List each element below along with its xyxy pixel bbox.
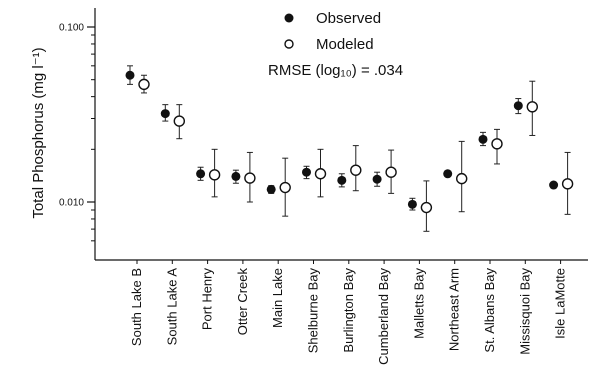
error-bars <box>127 65 571 232</box>
axes <box>94 8 588 261</box>
modeled-point <box>456 172 468 185</box>
modeled-point <box>526 101 538 113</box>
modeled-point <box>244 172 256 184</box>
y-axis-label: Total Phosphorus (mg l⁻¹) <box>30 47 47 218</box>
modeled-point <box>350 164 362 176</box>
modeled-point <box>314 168 327 180</box>
modeled-point <box>420 201 433 214</box>
legend-modeled-label: Modeled <box>316 36 374 53</box>
x-tick-label: Isle LaMotte <box>553 268 568 339</box>
x-tick-label: Northeast Arm <box>447 268 462 351</box>
legend: Observed Modeled RMSE (log₁₀) = .034 <box>268 10 403 79</box>
data-points <box>125 70 574 214</box>
modeled-point <box>561 178 574 190</box>
x-tick-label: Missisquoi Bay <box>517 268 532 355</box>
modeled-point <box>173 115 186 127</box>
modeled-point <box>491 138 503 150</box>
observed-point <box>302 167 311 177</box>
observed-point <box>443 169 453 179</box>
y-tick-label: 0.010 <box>59 198 84 209</box>
observed-point <box>478 134 488 144</box>
observed-point <box>125 70 135 80</box>
observed-point <box>196 169 206 179</box>
observed-point <box>372 174 382 184</box>
modeled-point <box>208 169 221 181</box>
x-tick-label: South Lake A <box>164 268 179 346</box>
x-tick-label: South Lake B <box>129 268 144 346</box>
x-tick-label: St. Albans Bay <box>482 268 497 353</box>
legend-observed-label: Observed <box>316 10 381 27</box>
observed-point <box>231 171 241 181</box>
legend-observed-marker <box>284 13 294 23</box>
observed-point <box>266 184 276 194</box>
x-tick-label: Malletts Bay <box>411 268 426 339</box>
modeled-point <box>279 181 291 194</box>
observed-point <box>513 101 523 111</box>
observed-point <box>549 180 559 190</box>
x-tick-label: Cumberland Bay <box>376 268 391 365</box>
x-tick-label: Burlington Bay <box>341 268 356 353</box>
modeled-point <box>385 166 397 178</box>
y-ticks: 0.100 0.010 <box>59 23 95 242</box>
observed-point <box>407 199 417 209</box>
legend-modeled-marker <box>284 39 294 49</box>
x-tick-label: Otter Creek <box>235 268 250 336</box>
y-tick-label: 0.100 <box>59 23 84 34</box>
x-tick-label: Port Henry <box>200 268 215 331</box>
modeled-point <box>138 78 150 91</box>
observed-point <box>160 109 170 119</box>
x-tick-label: Shelburne Bay <box>306 268 321 354</box>
x-tick-labels: South Lake B South Lake A Port Henry Otter … <box>129 260 568 365</box>
legend-rmse-label: RMSE (log₁₀) = .034 <box>268 62 403 79</box>
x-tick-label: Main Lake <box>270 268 285 328</box>
observed-point <box>337 175 347 185</box>
